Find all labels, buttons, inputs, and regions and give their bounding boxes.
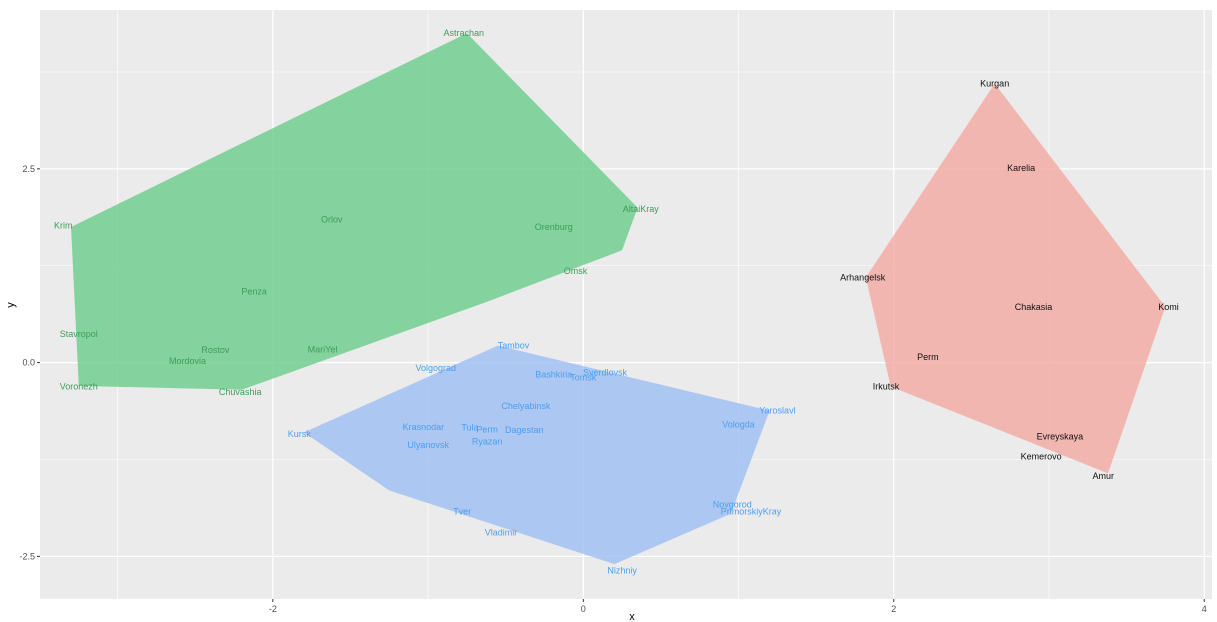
x-axis: -2 0 2 4 bbox=[269, 599, 1207, 614]
point-label: Voronezh bbox=[60, 382, 98, 392]
x-tick-label: 4 bbox=[1202, 604, 1207, 614]
point-label: Vologda bbox=[722, 420, 755, 430]
point-label: Mordovia bbox=[169, 356, 206, 366]
point-label: Omsk bbox=[564, 266, 588, 276]
point-label: Evreyskaya bbox=[1037, 431, 1084, 441]
y-axis: -2.5 0.0 2.5 bbox=[19, 164, 40, 561]
point-label: Dagestan bbox=[505, 425, 544, 435]
point-label: Kemerovo bbox=[1021, 451, 1062, 461]
point-label: Bashkiria bbox=[535, 369, 572, 379]
cluster-hulls bbox=[71, 33, 1166, 565]
point-label: MariYel bbox=[308, 344, 338, 354]
point-label: Karelia bbox=[1007, 163, 1035, 173]
point-label: Stavropol bbox=[60, 329, 98, 339]
point-label: Orlov bbox=[321, 214, 343, 224]
cluster-hull bbox=[71, 33, 638, 390]
point-label: Komi bbox=[1158, 302, 1179, 312]
point-label: Chuvashia bbox=[219, 387, 262, 397]
cluster-hull bbox=[865, 83, 1166, 474]
point-label: Tula bbox=[461, 423, 478, 433]
y-tick-label: 0.0 bbox=[22, 358, 35, 368]
point-label: Vladimir bbox=[485, 527, 518, 537]
point-label: Orenburg bbox=[535, 222, 573, 232]
y-tick-label: 2.5 bbox=[22, 164, 35, 174]
cluster-hull bbox=[303, 345, 770, 565]
point-label: Tomsk bbox=[570, 372, 597, 382]
point-label: Rostov bbox=[201, 345, 230, 355]
point-label: Tambov bbox=[498, 341, 530, 351]
point-label: PrimorskiyKray bbox=[721, 506, 782, 516]
point-label: Kurgan bbox=[980, 79, 1009, 89]
x-tick-label: 2 bbox=[891, 604, 896, 614]
point-label: Ulyanovsk bbox=[407, 440, 449, 450]
point-label: Chelyabinsk bbox=[501, 401, 551, 411]
point-label: Yaroslavl bbox=[759, 406, 795, 416]
point-label: Nizhniy bbox=[607, 565, 637, 575]
x-tick-label: -2 bbox=[269, 604, 277, 614]
point-label: Krim bbox=[54, 220, 73, 230]
point-label: Arhangelsk bbox=[840, 272, 886, 282]
point-label: Krasnodar bbox=[403, 422, 445, 432]
x-axis-title: x bbox=[629, 611, 635, 622]
point-label: Tver bbox=[453, 506, 471, 516]
point-label: Sverdlovsk bbox=[583, 368, 628, 378]
point-label: Irkutsk bbox=[873, 382, 900, 392]
point-label: Perm bbox=[917, 352, 939, 362]
point-label: Astrachan bbox=[444, 28, 485, 38]
point-label: Novgorod bbox=[713, 500, 752, 510]
y-tick-label: -2.5 bbox=[19, 551, 35, 561]
point-label: AltaiKray bbox=[623, 204, 660, 214]
point-label: Penza bbox=[241, 286, 267, 296]
y-axis-title: y bbox=[5, 302, 17, 308]
point-labels: Astrachan AltaiKray Orlov Orenburg Krim Omsk P… bbox=[54, 28, 1179, 575]
point-label: Chakasia bbox=[1015, 302, 1053, 312]
point-label: Volgograd bbox=[416, 363, 457, 373]
point-label: Ryazan bbox=[472, 437, 503, 447]
point-label: Perm bbox=[476, 424, 498, 434]
point-label: Kursk bbox=[288, 429, 312, 439]
point-label: Amur bbox=[1093, 471, 1115, 481]
x-tick-label: 0 bbox=[581, 604, 586, 614]
